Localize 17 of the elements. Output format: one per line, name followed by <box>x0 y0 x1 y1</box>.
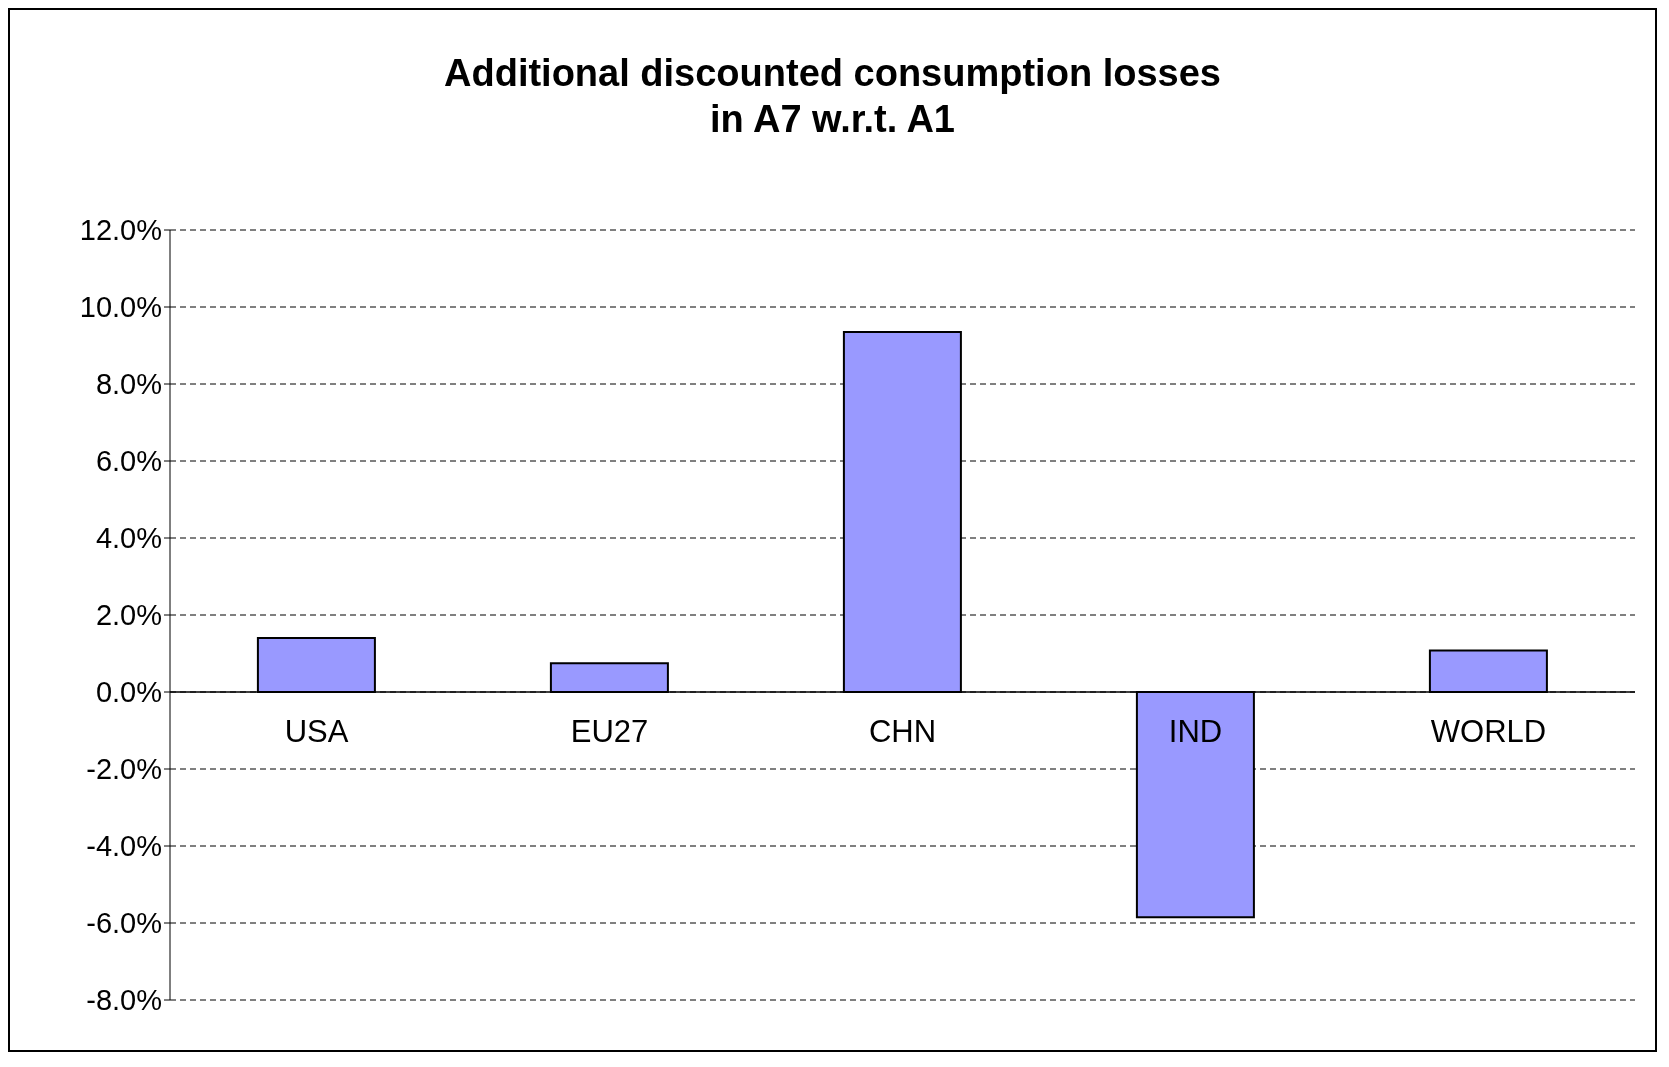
y-tick-label: 8.0% <box>95 368 162 401</box>
y-tick-label: 4.0% <box>95 522 162 555</box>
y-tick-label: -6.0% <box>86 907 162 940</box>
x-tick-label: EU27 <box>570 714 649 749</box>
y-tick-label: 6.0% <box>95 445 162 478</box>
x-tick-label: CHN <box>868 714 937 749</box>
y-tick-label: 0.0% <box>95 676 162 709</box>
y-tick-label: 2.0% <box>95 599 162 632</box>
y-tick-label: 10.0% <box>79 291 162 324</box>
y-tick-label: 12.0% <box>79 214 162 247</box>
x-tick-label: IND <box>1168 714 1223 749</box>
chart-title: Additional discounted consumption losses in A7 w.r.t. A1 <box>443 51 1222 142</box>
y-tick-label: -8.0% <box>86 984 162 1017</box>
x-tick-label: WORLD <box>1430 714 1547 749</box>
y-tick-label: -2.0% <box>86 753 162 786</box>
y-tick-label: -4.0% <box>86 830 162 863</box>
x-tick-label: USA <box>284 714 349 749</box>
